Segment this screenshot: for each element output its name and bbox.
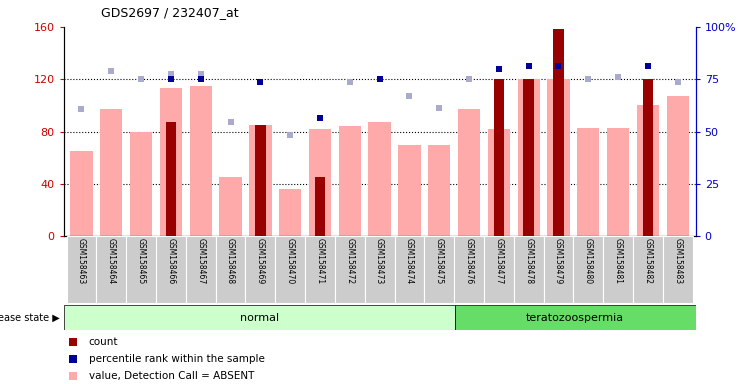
Bar <box>428 145 450 236</box>
Text: GSM158481: GSM158481 <box>613 238 622 284</box>
Text: GSM158465: GSM158465 <box>137 238 146 285</box>
Bar <box>309 129 331 236</box>
Bar <box>275 236 305 303</box>
Bar <box>488 129 510 236</box>
Bar <box>663 236 693 303</box>
Bar <box>643 79 653 236</box>
Bar <box>215 236 245 303</box>
Text: GSM158472: GSM158472 <box>346 238 355 284</box>
Text: GSM158477: GSM158477 <box>494 238 503 285</box>
Bar <box>494 79 504 236</box>
Bar <box>100 109 123 236</box>
Bar <box>156 236 186 303</box>
Bar <box>70 151 93 236</box>
Text: GSM158470: GSM158470 <box>286 238 295 285</box>
Bar <box>279 189 301 236</box>
Bar <box>369 122 390 236</box>
Text: GSM158480: GSM158480 <box>583 238 593 284</box>
Bar <box>544 236 574 303</box>
Text: GSM158479: GSM158479 <box>554 238 563 285</box>
Bar <box>424 236 454 303</box>
Text: GDS2697 / 232407_at: GDS2697 / 232407_at <box>101 6 239 19</box>
Bar <box>255 125 266 236</box>
Bar <box>249 125 272 236</box>
Text: count: count <box>89 337 118 348</box>
Text: GSM158463: GSM158463 <box>77 238 86 285</box>
Bar <box>130 131 153 236</box>
Text: percentile rank within the sample: percentile rank within the sample <box>89 354 265 364</box>
Bar <box>524 79 534 236</box>
Bar <box>455 305 696 330</box>
Text: GSM158464: GSM158464 <box>107 238 116 285</box>
Text: normal: normal <box>239 313 279 323</box>
Bar <box>577 127 599 236</box>
Text: GSM158482: GSM158482 <box>643 238 652 284</box>
Bar <box>633 236 663 303</box>
Bar <box>554 30 564 236</box>
Bar <box>398 145 420 236</box>
Bar <box>186 236 215 303</box>
Bar <box>548 79 570 236</box>
Bar <box>160 88 182 236</box>
Bar <box>454 236 484 303</box>
Bar <box>96 236 126 303</box>
Bar <box>514 236 544 303</box>
Bar <box>394 236 424 303</box>
Text: GSM158475: GSM158475 <box>435 238 444 285</box>
Bar <box>365 236 394 303</box>
Bar <box>518 79 540 236</box>
Bar <box>603 236 633 303</box>
Bar <box>339 126 361 236</box>
Bar <box>245 236 275 303</box>
Bar <box>64 305 455 330</box>
Text: disease state ▶: disease state ▶ <box>0 313 60 323</box>
Text: GSM158474: GSM158474 <box>405 238 414 285</box>
Text: GSM158478: GSM158478 <box>524 238 533 284</box>
Bar <box>637 105 659 236</box>
Text: GSM158466: GSM158466 <box>166 238 176 285</box>
Text: GSM158483: GSM158483 <box>673 238 682 284</box>
Bar <box>315 177 325 236</box>
Bar <box>189 86 212 236</box>
Text: teratozoospermia: teratozoospermia <box>526 313 625 323</box>
Text: value, Detection Call = ABSENT: value, Detection Call = ABSENT <box>89 371 254 381</box>
Text: GSM158469: GSM158469 <box>256 238 265 285</box>
Bar <box>607 127 629 236</box>
Bar <box>574 236 603 303</box>
Text: GSM158471: GSM158471 <box>316 238 325 284</box>
Bar <box>219 177 242 236</box>
Bar <box>166 122 176 236</box>
Bar <box>67 236 96 303</box>
Text: GSM158473: GSM158473 <box>375 238 384 285</box>
Bar <box>305 236 335 303</box>
Text: GSM158467: GSM158467 <box>196 238 205 285</box>
Bar <box>458 109 480 236</box>
Text: GSM158468: GSM158468 <box>226 238 235 284</box>
Bar <box>335 236 365 303</box>
Bar <box>666 96 689 236</box>
Bar <box>126 236 156 303</box>
Bar <box>484 236 514 303</box>
Text: GSM158476: GSM158476 <box>465 238 473 285</box>
